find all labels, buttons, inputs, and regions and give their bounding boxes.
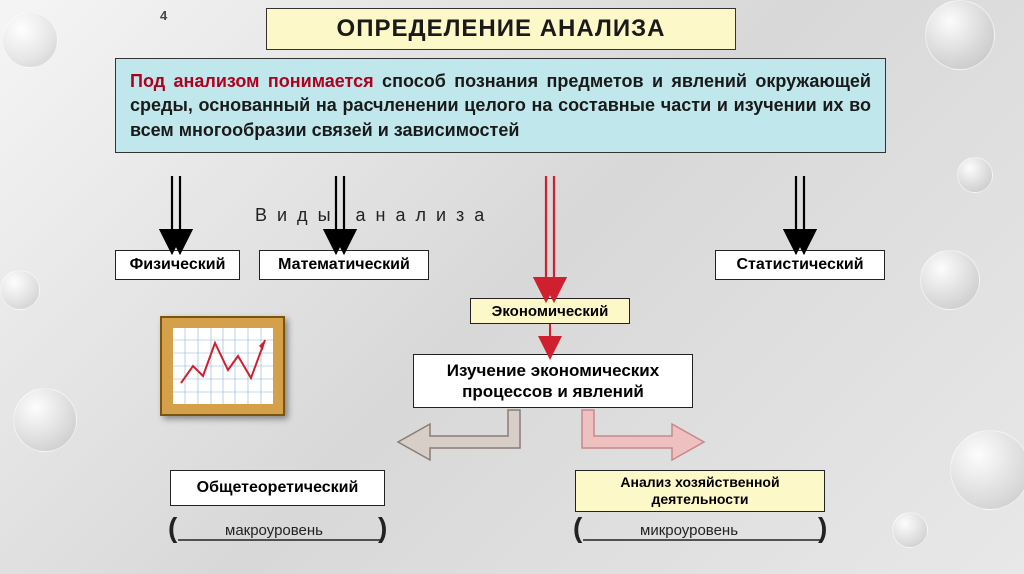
definition-highlight: Под анализом понимается xyxy=(130,71,374,91)
bubble-deco xyxy=(950,430,1024,510)
node-business: Анализ хозяйственной деятельности xyxy=(575,470,825,512)
subtitle-types: Виды анализа xyxy=(255,205,494,226)
label-micro: микроуровень xyxy=(640,522,738,539)
label-macro: макроуровень xyxy=(225,522,323,539)
bubble-deco xyxy=(2,12,58,68)
bubble-deco xyxy=(892,512,928,548)
node-math: Математический xyxy=(259,250,429,280)
bubble-deco xyxy=(0,270,40,310)
node-economic: Экономический xyxy=(470,298,630,324)
page-title: ОПРЕДЕЛЕНИЕ АНАЛИЗА xyxy=(266,8,736,50)
bubble-deco xyxy=(920,250,980,310)
bubble-deco xyxy=(957,157,993,193)
chart-svg xyxy=(173,328,273,404)
node-study: Изучение экономических процессов и явлен… xyxy=(413,354,693,408)
chart-icon xyxy=(160,316,285,416)
bracket-right-open: ( xyxy=(573,512,582,544)
bracket-right-close: ) xyxy=(818,512,827,544)
page-number: 4 xyxy=(160,8,167,23)
node-statistical: Статистический xyxy=(715,250,885,280)
definition-box: Под анализом понимается способ познания … xyxy=(115,58,886,153)
bubble-deco xyxy=(13,388,77,452)
bracket-left-open: ( xyxy=(168,512,177,544)
bubble-deco xyxy=(925,0,995,70)
bracket-left-close: ) xyxy=(378,512,387,544)
node-theoretical: Общетеоретический xyxy=(170,470,385,506)
node-physical: Физический xyxy=(115,250,240,280)
